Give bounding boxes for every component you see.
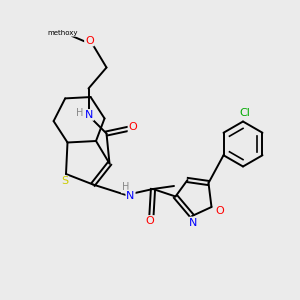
- Text: S: S: [61, 176, 68, 187]
- Text: O: O: [85, 35, 94, 46]
- Text: N: N: [126, 190, 135, 201]
- Text: Cl: Cl: [239, 108, 250, 118]
- Text: O: O: [215, 206, 224, 216]
- Text: H: H: [76, 107, 84, 118]
- Text: O: O: [128, 122, 137, 133]
- Text: N: N: [85, 110, 93, 120]
- Text: methoxy: methoxy: [47, 30, 78, 36]
- Text: H: H: [122, 182, 129, 193]
- Text: N: N: [189, 218, 198, 228]
- Text: O: O: [146, 216, 154, 226]
